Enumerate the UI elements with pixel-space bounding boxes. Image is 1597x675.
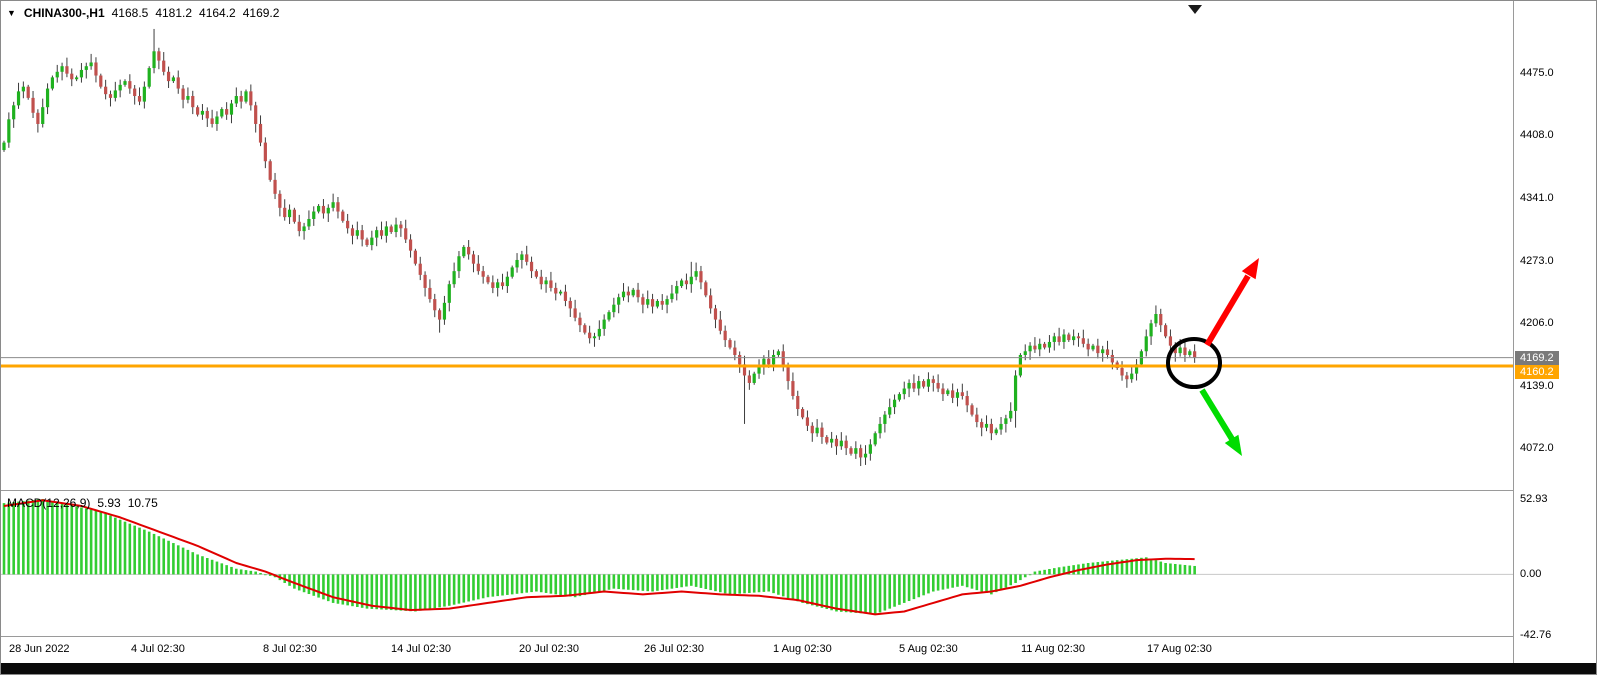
time-axis-label: 17 Aug 02:30: [1147, 643, 1212, 655]
time-axis-label: 28 Jun 2022: [9, 643, 70, 655]
price-chart-panel[interactable]: ▼ CHINA300-,H1 4168.5 4181.2 4164.2 4169…: [1, 1, 1513, 491]
axis-tick-label: 4341.0: [1520, 191, 1554, 204]
axis-tick-label: 4072.0: [1520, 442, 1554, 455]
quote-close: 4169.2: [242, 6, 280, 20]
axis-tick-label: 4273.0: [1520, 254, 1554, 267]
candlestick-chart[interactable]: [1, 1, 1513, 491]
time-axis-label: 1 Aug 02:30: [773, 643, 832, 655]
hline-price-badge: 4160.2: [1515, 365, 1559, 379]
macd-indicator-panel[interactable]: MACD(12,26,9) 5.93 10.75: [1, 492, 1513, 637]
time-axis[interactable]: 28 Jun 2022 4 Jul 02:30 8 Jul 02:30 14 Jul …: [1, 638, 1513, 663]
quote-high: 4181.2: [155, 6, 193, 20]
time-axis-label: 11 Aug 02:30: [1021, 643, 1086, 655]
macd-label: MACD(12,26,9): [7, 496, 91, 510]
symbol-period-label: CHINA300-,H1: [23, 6, 105, 20]
axis-tick-label: 4139.0: [1520, 379, 1554, 392]
macd-value-signal: 10.75: [127, 496, 158, 510]
axis-tick-label: 4206.0: [1520, 317, 1554, 330]
time-axis-label: 26 Jul 02:30: [644, 643, 704, 655]
time-axis-label: 5 Aug 02:30: [899, 643, 958, 655]
macd-value-main: 5.93: [97, 496, 121, 510]
time-axis-label: 8 Jul 02:30: [263, 643, 317, 655]
macd-chart[interactable]: [1, 492, 1513, 637]
axis-tick-label: 4408.0: [1520, 129, 1554, 142]
expand-toggle-icon[interactable]: ▼: [7, 8, 16, 18]
axis-tick-label: 52.93: [1520, 492, 1548, 505]
time-axis-label: 20 Jul 02:30: [519, 643, 579, 655]
time-axis-label: 14 Jul 02:30: [391, 643, 451, 655]
macd-header: MACD(12,26,9) 5.93 10.75: [7, 496, 158, 510]
axis-tick-label: 4475.0: [1520, 66, 1554, 79]
time-axis-label: 4 Jul 02:30: [131, 643, 185, 655]
axis-tick-label: 0.00: [1520, 568, 1542, 581]
chart-header: ▼ CHINA300-,H1 4168.5 4181.2 4164.2 4169…: [7, 6, 279, 20]
price-axis[interactable]: 4169.2 4160.2 4475.0 4408.0 4341.0 4273.0 42…: [1513, 1, 1596, 663]
bid-price-badge: 4169.2: [1515, 351, 1559, 365]
bottom-window-edge: [1, 663, 1596, 674]
quote-low: 4164.2: [199, 6, 236, 20]
axis-tick-label: -42.76: [1520, 629, 1552, 642]
quote-open: 4168.5: [111, 6, 149, 20]
